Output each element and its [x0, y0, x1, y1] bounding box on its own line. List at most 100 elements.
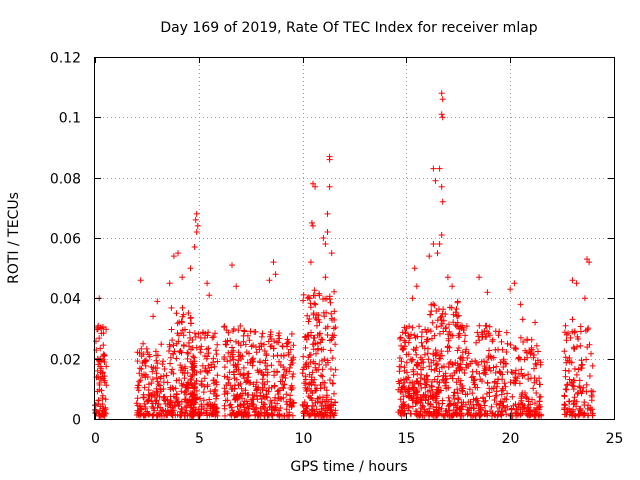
data-point	[280, 364, 287, 370]
data-point	[326, 156, 333, 163]
data-point	[486, 347, 492, 354]
data-point	[401, 337, 408, 344]
data-point	[565, 330, 572, 337]
data-point	[465, 350, 472, 357]
data-point	[100, 342, 107, 349]
data-point	[521, 405, 528, 412]
data-point	[520, 339, 527, 345]
data-point	[138, 366, 145, 372]
data-point	[586, 373, 593, 379]
data-point	[432, 177, 439, 184]
data-point	[187, 335, 193, 341]
data-point	[532, 400, 538, 407]
data-point	[524, 337, 531, 344]
data-point	[561, 348, 568, 355]
data-point	[276, 412, 283, 419]
data-point	[270, 259, 277, 266]
data-point	[307, 388, 314, 394]
data-point	[513, 346, 519, 352]
data-point	[195, 412, 202, 419]
data-point	[479, 333, 486, 340]
data-point	[431, 332, 438, 339]
data-point	[406, 388, 413, 395]
data-point	[437, 355, 444, 362]
data-point	[271, 338, 278, 345]
data-point	[181, 389, 188, 396]
data-point	[287, 396, 293, 403]
data-point	[233, 283, 240, 290]
data-point	[411, 265, 418, 272]
data-point	[583, 381, 590, 388]
data-point	[147, 391, 154, 398]
data-point	[255, 369, 262, 376]
data-point	[155, 381, 162, 388]
data-point	[485, 330, 492, 337]
data-point	[576, 383, 583, 390]
data-point	[469, 413, 476, 419]
data-point	[441, 363, 447, 370]
data-point	[193, 210, 200, 217]
data-point	[233, 366, 240, 373]
data-point	[308, 219, 315, 226]
data-point	[438, 348, 445, 355]
data-point	[571, 365, 578, 372]
data-point	[564, 381, 571, 388]
data-point	[201, 383, 208, 390]
data-point	[426, 409, 433, 416]
data-point	[226, 402, 233, 409]
data-point	[476, 322, 483, 329]
data-point	[238, 356, 244, 362]
data-point	[587, 407, 594, 414]
data-point	[425, 356, 432, 363]
data-point	[206, 292, 213, 299]
data-point	[248, 343, 255, 350]
data-point	[323, 295, 330, 302]
data-point	[423, 381, 430, 388]
data-point	[227, 337, 234, 344]
data-point	[283, 406, 290, 413]
data-point	[95, 361, 102, 368]
data-point	[455, 365, 462, 372]
data-point	[407, 379, 413, 386]
data-point	[486, 393, 493, 400]
data-point	[576, 377, 583, 384]
data-point	[155, 401, 162, 407]
data-point	[258, 333, 265, 340]
data-point	[431, 376, 438, 383]
data-point	[221, 323, 228, 330]
data-point	[430, 351, 437, 358]
data-point	[222, 338, 229, 345]
plot-frame	[94, 57, 615, 420]
data-point	[274, 352, 281, 359]
data-point	[589, 362, 596, 369]
data-point	[566, 398, 573, 405]
data-point	[446, 321, 452, 328]
data-point	[173, 310, 180, 317]
data-point	[459, 366, 465, 373]
data-point	[531, 365, 537, 372]
data-point	[436, 165, 443, 172]
data-point	[561, 392, 568, 399]
data-point	[397, 396, 404, 403]
data-point	[455, 332, 462, 339]
data-point	[271, 372, 278, 379]
data-point	[573, 398, 580, 405]
data-point	[530, 385, 537, 392]
data-point	[485, 353, 492, 359]
data-point	[562, 367, 569, 374]
data-point	[290, 371, 297, 377]
data-point	[418, 360, 425, 367]
data-point	[464, 406, 471, 413]
data-point	[495, 332, 502, 339]
y-tick-labels: 0 0.02 0.04 0.06 0.08 0.1 0.12	[50, 51, 81, 429]
data-point	[158, 373, 164, 380]
data-point	[289, 373, 296, 380]
data-point	[240, 372, 247, 379]
data-point	[570, 383, 577, 390]
data-point	[276, 330, 283, 337]
data-point	[190, 397, 197, 404]
data-point	[397, 334, 404, 341]
data-point	[456, 367, 463, 374]
data-point	[460, 327, 467, 333]
data-point	[436, 306, 442, 313]
